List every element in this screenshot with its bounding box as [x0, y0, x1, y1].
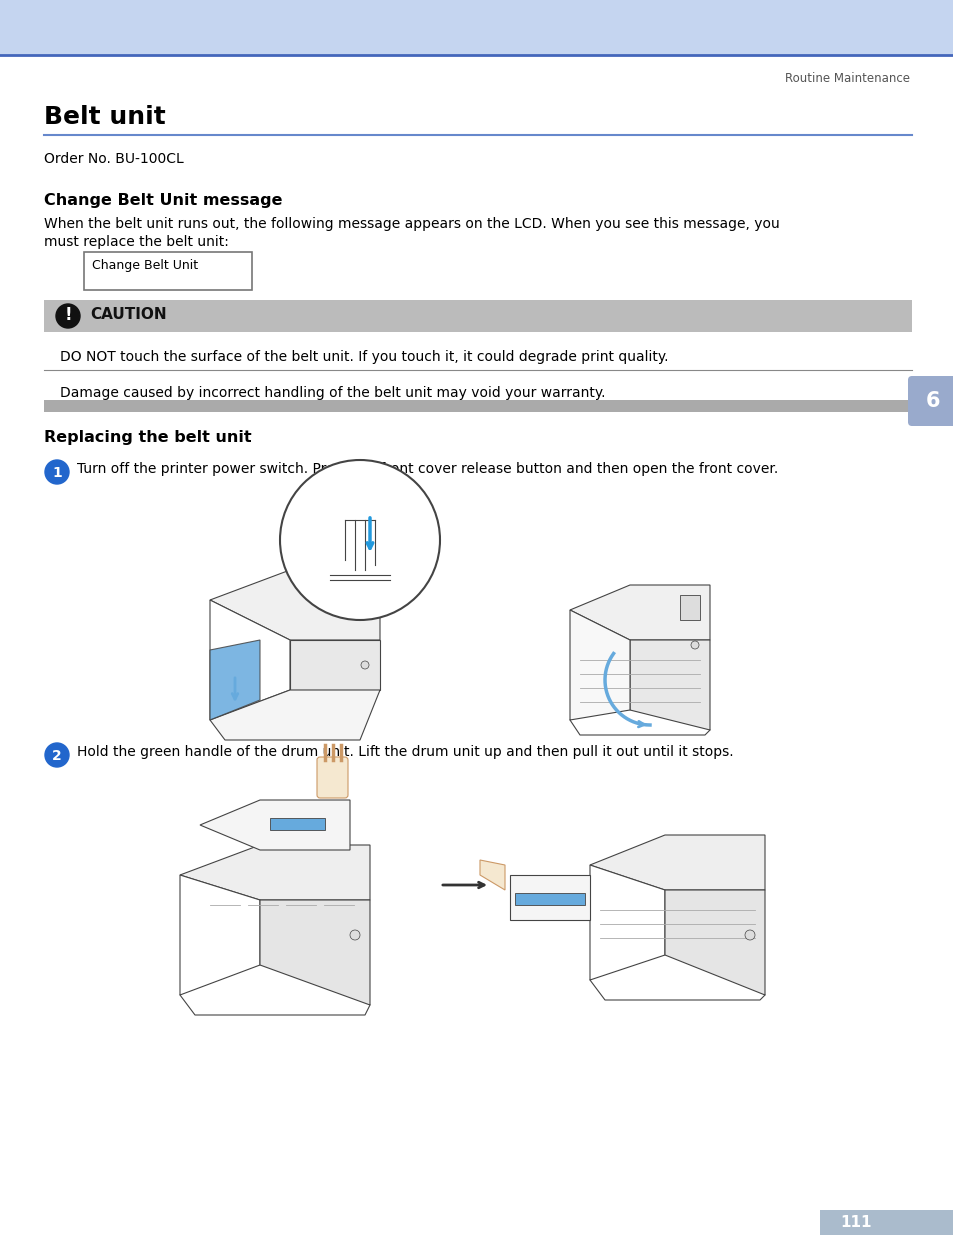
Circle shape: [744, 930, 754, 940]
Text: Damage caused by incorrect handling of the belt unit may void your warranty.: Damage caused by incorrect handling of t…: [60, 387, 605, 400]
Bar: [44, 400, 911, 412]
Text: 6: 6: [924, 391, 940, 411]
Bar: [515, 893, 584, 905]
Text: Hold the green handle of the drum unit. Lift the drum unit up and then pull it o: Hold the green handle of the drum unit. …: [77, 745, 733, 760]
Bar: [0, 0, 953, 56]
Circle shape: [280, 459, 439, 620]
Polygon shape: [180, 876, 260, 995]
Text: When the belt unit runs out, the following message appears on the LCD. When you : When the belt unit runs out, the followi…: [44, 217, 779, 231]
Bar: [679, 595, 700, 620]
Polygon shape: [200, 800, 350, 850]
Text: Turn off the printer power switch. Press the front cover release button and then: Turn off the printer power switch. Press…: [77, 462, 778, 475]
Text: Belt unit: Belt unit: [44, 105, 166, 128]
Polygon shape: [260, 900, 370, 1005]
Text: !: !: [64, 306, 71, 324]
Circle shape: [350, 930, 359, 940]
Polygon shape: [664, 890, 764, 995]
Circle shape: [45, 459, 69, 484]
Polygon shape: [569, 585, 709, 640]
Polygon shape: [210, 640, 260, 720]
Circle shape: [360, 661, 369, 669]
Polygon shape: [569, 610, 629, 720]
Polygon shape: [290, 640, 379, 690]
Text: Replacing the belt unit: Replacing the belt unit: [44, 430, 252, 445]
Polygon shape: [479, 860, 504, 890]
Circle shape: [690, 641, 699, 650]
Polygon shape: [589, 864, 664, 981]
Polygon shape: [210, 690, 379, 740]
Polygon shape: [210, 600, 290, 720]
Text: Change Belt Unit message: Change Belt Unit message: [44, 193, 282, 207]
Polygon shape: [629, 640, 709, 730]
Bar: [84, 252, 252, 290]
Polygon shape: [210, 571, 379, 640]
Circle shape: [56, 304, 80, 329]
Polygon shape: [510, 876, 589, 920]
Text: Routine Maintenance: Routine Maintenance: [784, 72, 909, 85]
Polygon shape: [180, 845, 370, 900]
Polygon shape: [589, 835, 764, 890]
Circle shape: [45, 743, 69, 767]
FancyBboxPatch shape: [907, 375, 953, 426]
Text: 2: 2: [52, 748, 62, 763]
FancyBboxPatch shape: [316, 757, 348, 798]
Bar: [820, 1210, 953, 1235]
Text: Order No. BU-100CL: Order No. BU-100CL: [44, 152, 184, 165]
Text: CAUTION: CAUTION: [90, 308, 167, 322]
Text: 1: 1: [52, 466, 62, 480]
Bar: [44, 300, 911, 332]
Text: must replace the belt unit:: must replace the belt unit:: [44, 235, 229, 249]
Text: Change Belt Unit: Change Belt Unit: [91, 259, 198, 272]
Text: 111: 111: [840, 1215, 871, 1230]
Bar: [270, 818, 325, 830]
Text: DO NOT touch the surface of the belt unit. If you touch it, it could degrade pri: DO NOT touch the surface of the belt uni…: [60, 350, 668, 364]
